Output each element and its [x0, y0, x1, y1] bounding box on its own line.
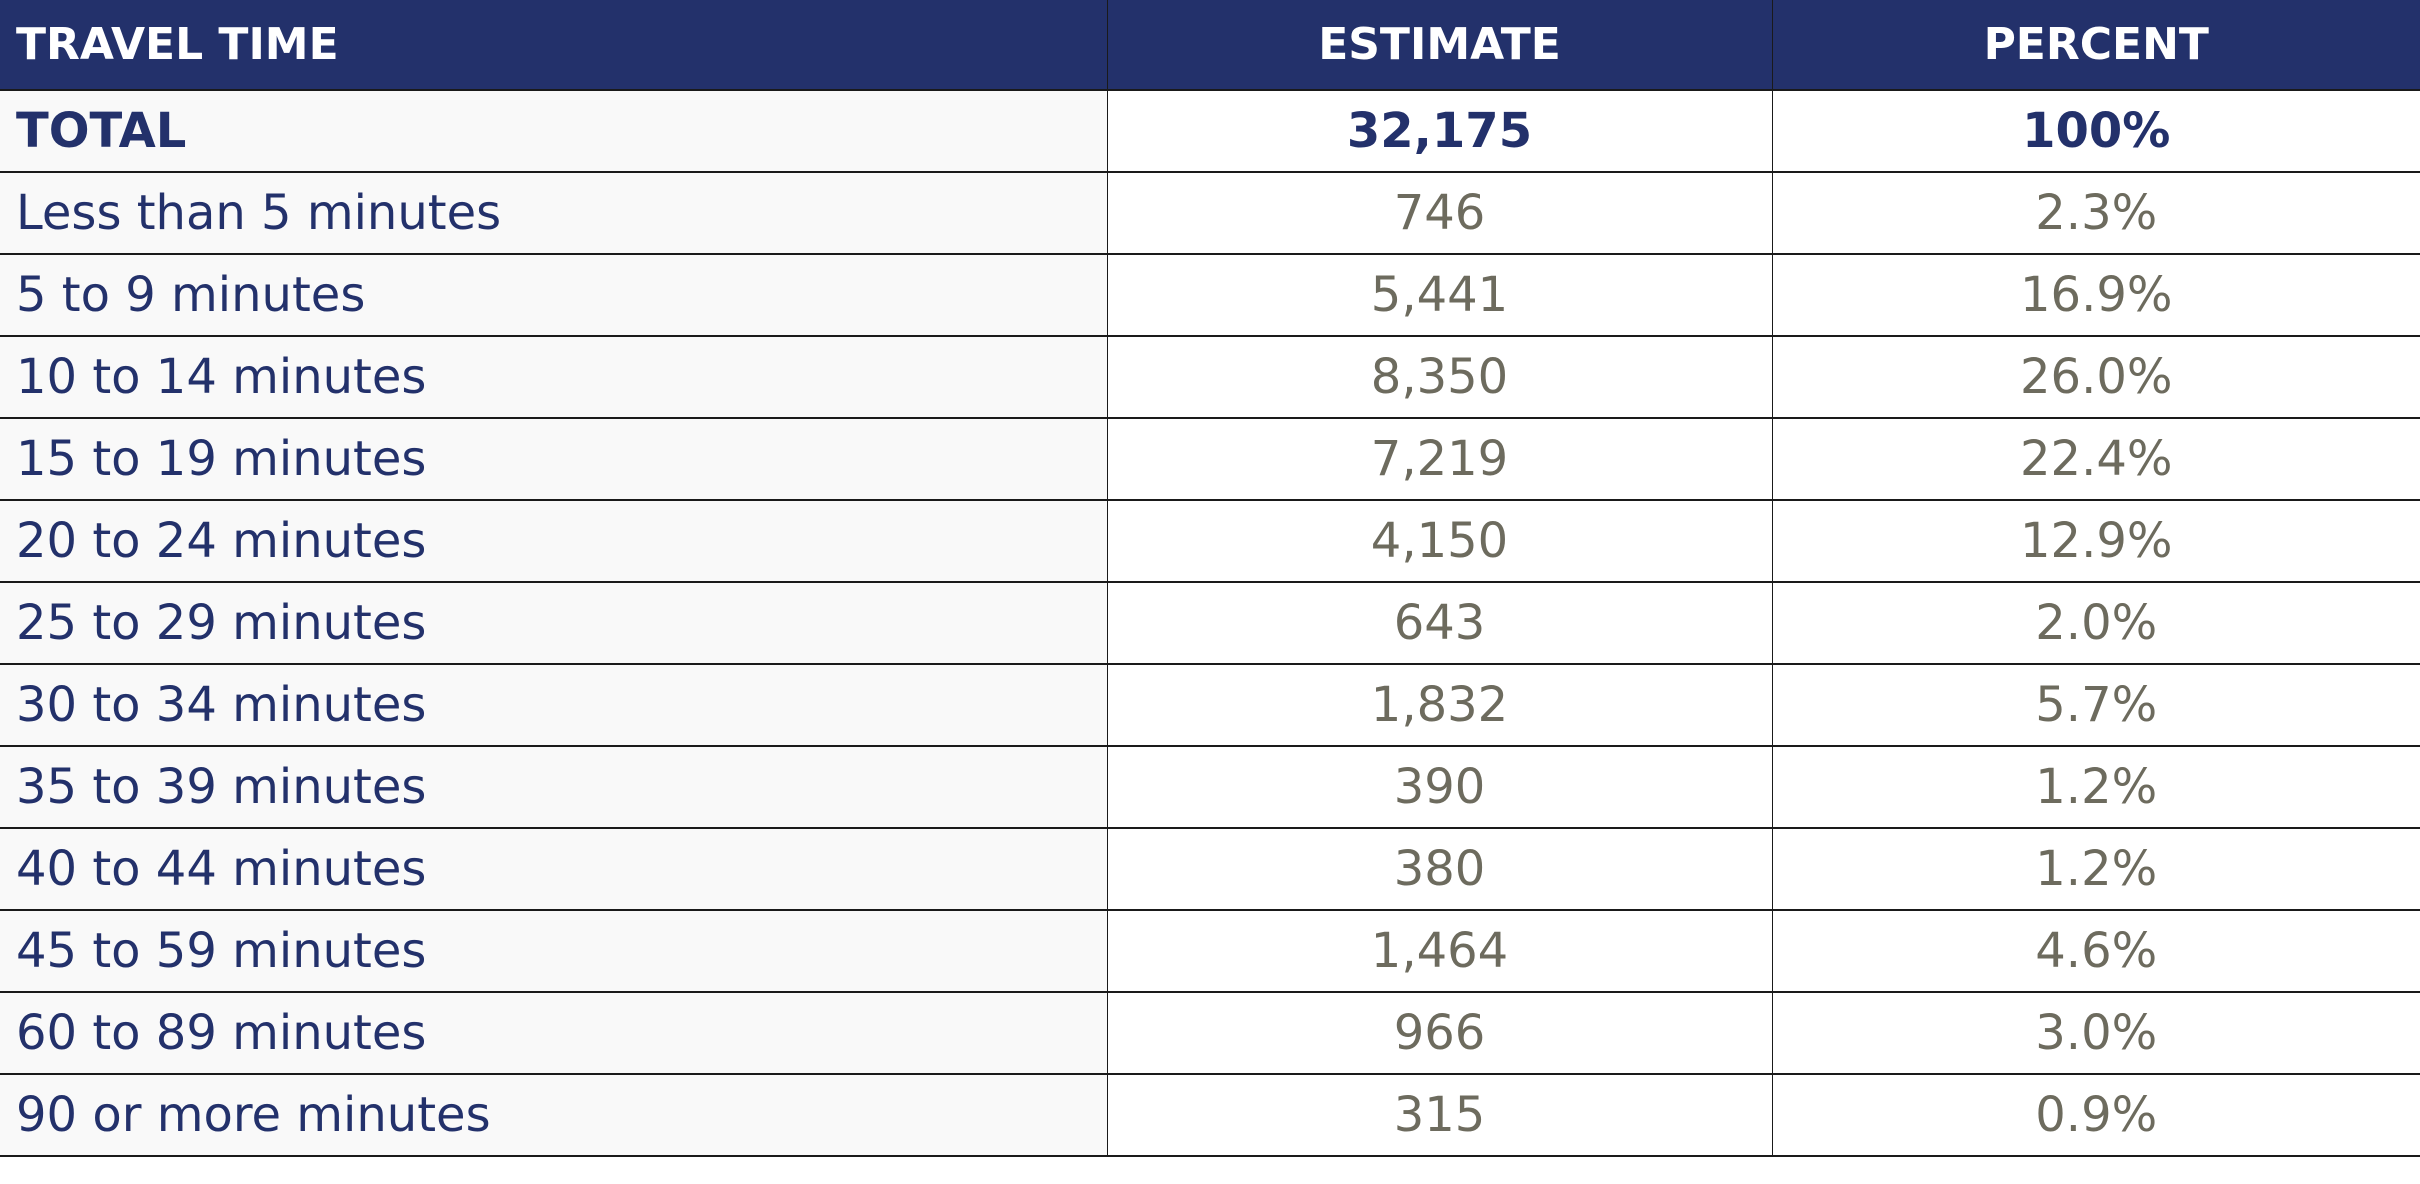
- row-percent: 0.9%: [1771, 1074, 2420, 1157]
- row-label: 15 to 19 minutes: [0, 418, 1107, 501]
- column-header-percent: PERCENT: [1771, 0, 2420, 91]
- row-percent: 22.4%: [1771, 418, 2420, 501]
- row-label: 60 to 89 minutes: [0, 992, 1107, 1075]
- row-estimate: 380: [1106, 828, 1772, 911]
- row-estimate: 5,441: [1106, 254, 1772, 337]
- row-label: 35 to 39 minutes: [0, 746, 1107, 829]
- row-estimate: 643: [1106, 582, 1772, 665]
- row-label: 5 to 9 minutes: [0, 254, 1107, 337]
- row-percent: 12.9%: [1771, 500, 2420, 583]
- row-percent: 26.0%: [1771, 336, 2420, 419]
- row-percent: 16.9%: [1771, 254, 2420, 337]
- row-estimate: 746: [1106, 172, 1772, 255]
- row-estimate: 966: [1106, 992, 1772, 1075]
- row-estimate: 390: [1106, 746, 1772, 829]
- row-label: 30 to 34 minutes: [0, 664, 1107, 747]
- row-label: 20 to 24 minutes: [0, 500, 1107, 583]
- table-row: 35 to 39 minutes 390 1.2%: [0, 746, 2420, 829]
- row-estimate: 1,464: [1106, 910, 1772, 993]
- row-label: 90 or more minutes: [0, 1074, 1107, 1157]
- total-estimate: 32,175: [1106, 90, 1772, 173]
- row-label: Less than 5 minutes: [0, 172, 1107, 255]
- row-label: 10 to 14 minutes: [0, 336, 1107, 419]
- column-header-travel-time: TRAVEL TIME: [0, 0, 1107, 91]
- row-estimate: 1,832: [1106, 664, 1772, 747]
- row-percent: 3.0%: [1771, 992, 2420, 1075]
- total-row: TOTAL 32,175 100%: [0, 90, 2420, 173]
- row-estimate: 315: [1106, 1074, 1772, 1157]
- row-estimate: 8,350: [1106, 336, 1772, 419]
- table-row: 60 to 89 minutes 966 3.0%: [0, 992, 2420, 1075]
- row-percent: 4.6%: [1771, 910, 2420, 993]
- table-row: 45 to 59 minutes 1,464 4.6%: [0, 910, 2420, 993]
- table-row: Less than 5 minutes 746 2.3%: [0, 172, 2420, 255]
- table-row: 15 to 19 minutes 7,219 22.4%: [0, 418, 2420, 501]
- column-header-estimate: ESTIMATE: [1106, 0, 1772, 91]
- row-percent: 2.3%: [1771, 172, 2420, 255]
- row-percent: 1.2%: [1771, 746, 2420, 829]
- table-body: TOTAL 32,175 100% Less than 5 minutes 746…: [0, 90, 2420, 1157]
- table-row: 30 to 34 minutes 1,832 5.7%: [0, 664, 2420, 747]
- row-percent: 2.0%: [1771, 582, 2420, 665]
- row-percent: 5.7%: [1771, 664, 2420, 747]
- table-header-row: TRAVEL TIME ESTIMATE PERCENT: [0, 0, 2420, 91]
- table-row: 90 or more minutes 315 0.9%: [0, 1074, 2420, 1157]
- row-label: 45 to 59 minutes: [0, 910, 1107, 993]
- row-estimate: 4,150: [1106, 500, 1772, 583]
- table-row: 10 to 14 minutes 8,350 26.0%: [0, 336, 2420, 419]
- row-label: 40 to 44 minutes: [0, 828, 1107, 911]
- total-label: TOTAL: [0, 90, 1107, 173]
- row-percent: 1.2%: [1771, 828, 2420, 911]
- travel-time-table: TRAVEL TIME ESTIMATE PERCENT TOTAL 32,17…: [0, 0, 2420, 1157]
- total-percent: 100%: [1771, 90, 2420, 173]
- table-row: 20 to 24 minutes 4,150 12.9%: [0, 500, 2420, 583]
- table-row: 25 to 29 minutes 643 2.0%: [0, 582, 2420, 665]
- row-estimate: 7,219: [1106, 418, 1772, 501]
- row-label: 25 to 29 minutes: [0, 582, 1107, 665]
- table-row: 40 to 44 minutes 380 1.2%: [0, 828, 2420, 911]
- table-row: 5 to 9 minutes 5,441 16.9%: [0, 254, 2420, 337]
